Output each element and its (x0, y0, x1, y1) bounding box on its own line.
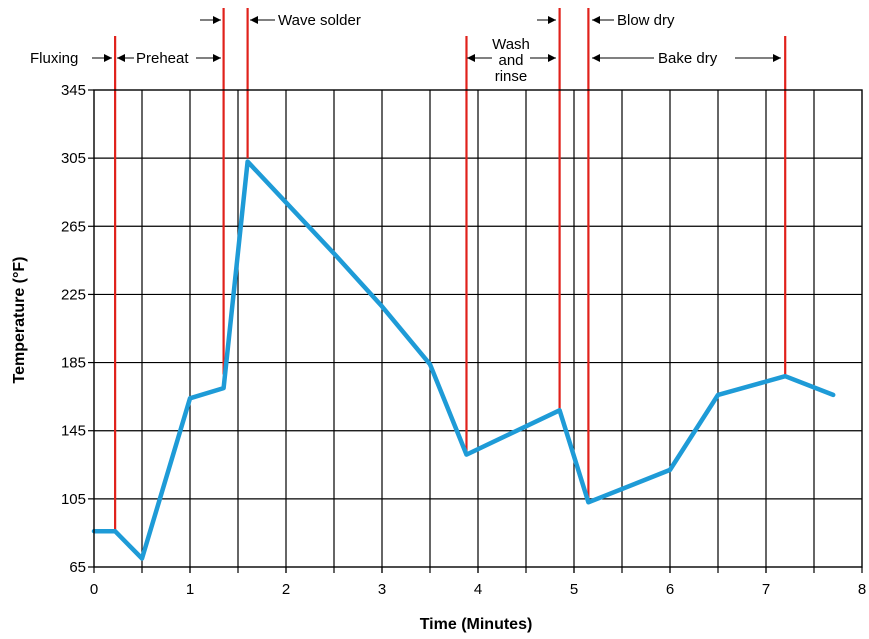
phase-label-and: and (498, 52, 523, 69)
x-tick-label: 0 (90, 581, 98, 598)
x-tick-label: 2 (282, 581, 290, 598)
phase-label-wash: Wash (492, 36, 530, 53)
y-tick-label: 105 (61, 491, 86, 508)
phase-label-rinse: rinse (495, 68, 528, 85)
y-tick-label: 185 (61, 355, 86, 372)
x-tick-label: 4 (474, 581, 482, 598)
wave-arrowhead-right (250, 16, 258, 24)
phase-label-wave-solder: Wave solder (278, 12, 361, 29)
bake-arrowhead-right (773, 54, 781, 62)
phase-label-preheat: Preheat (136, 50, 189, 67)
preheat-arrowhead-left (117, 54, 125, 62)
temperature-series-line (91, 159, 836, 561)
blow-arrowhead-left (548, 16, 556, 24)
x-tick-label: 6 (666, 581, 674, 598)
blow-arrowhead-right (592, 16, 600, 24)
y-tick-label: 65 (69, 559, 86, 576)
y-tick-label: 145 (61, 423, 86, 440)
wash-arrowhead-right (548, 54, 556, 62)
x-tick-label: 7 (762, 581, 770, 598)
phase-label-fluxing: Fluxing (30, 50, 78, 67)
bake-arrowhead-left (592, 54, 600, 62)
x-tick-label: 1 (186, 581, 194, 598)
wave-arrowhead-left (213, 16, 221, 24)
x-axis-title: Time (Minutes) (420, 616, 533, 633)
series (91, 159, 836, 561)
x-tick-label: 3 (378, 581, 386, 598)
preheat-arrowhead-right (213, 54, 221, 62)
grid (94, 90, 862, 573)
y-tick-label: 345 (61, 82, 86, 99)
fluxing-arrowhead (104, 54, 112, 62)
phase-label-blow-dry: Blow dry (617, 12, 675, 29)
x-tick-label: 8 (858, 581, 866, 598)
y-tick-label: 225 (61, 286, 86, 303)
wash-arrowhead-left (467, 54, 475, 62)
y-axis-title: Temperature (°F) (11, 256, 28, 383)
phase-markers (114, 8, 787, 530)
phase-labels: Fluxing Preheat Wave solder Wash and rin… (30, 12, 781, 85)
phase-label-bake-dry: Bake dry (658, 50, 718, 67)
x-tick-label: 5 (570, 581, 578, 598)
y-tick-label: 305 (61, 150, 86, 167)
y-tick-label: 265 (61, 218, 86, 235)
